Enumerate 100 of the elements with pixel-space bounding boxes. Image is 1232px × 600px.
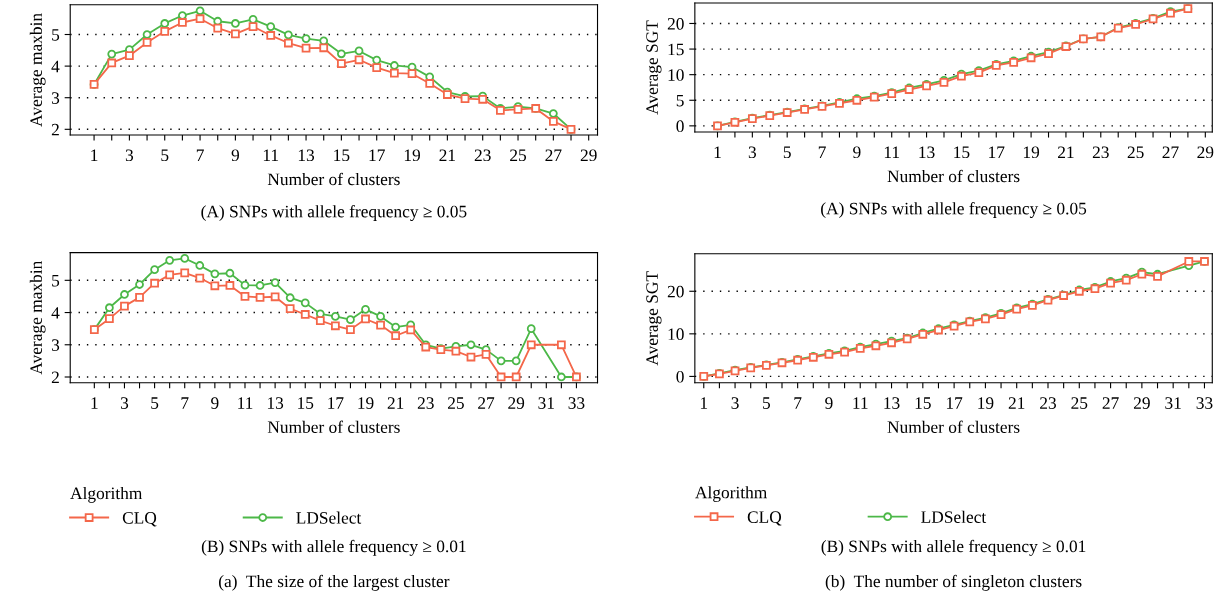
text: (B) SNPs with allele frequency ≥ 0.01 [821,539,1086,556]
x-tick-label: 27 [1162,146,1179,158]
y-axis-title: Average SGT [646,271,662,366]
x-tick-label: 23 [417,397,434,409]
x-tick-label: 31 [538,397,554,409]
x-tick-label: 23 [1040,397,1056,409]
x-tick-label: 11 [238,397,253,409]
text: (B) SNPs with allele frequency ≥ 0.01 [201,539,466,556]
x-tick-label: 13 [298,149,315,162]
x-tick-label: 1 [714,146,721,158]
x-tick-label: 21 [439,149,456,161]
x-tick-label: 11 [884,146,900,158]
x-tick-label: 9 [231,149,240,162]
x-tick-label: 17 [946,397,963,409]
text: (a) The size of the largest cluster [219,574,450,591]
y-tick-label: 2 [51,371,59,384]
y-tick-label: 3 [51,92,60,104]
x-tick-label: 17 [369,149,385,161]
y-tick-label: 15 [668,43,684,56]
x-tick-label: 21 [1008,397,1025,409]
x-tick-label: 25 [1071,397,1088,409]
x-tick-label: 3 [748,146,756,159]
y-tick-label: 4 [51,60,60,73]
x-tick-label: 27 [478,397,495,409]
x-tick-label: 15 [954,146,970,159]
text: (A) SNPs with allele frequency ≥ 0.05 [821,202,1087,218]
x-tick-label: 27 [545,149,562,161]
x-tick-label: 19 [978,397,994,409]
x-tick-label: 23 [1092,146,1109,159]
x-tick-label: 25 [447,397,464,409]
x-tick-label: 5 [151,397,159,409]
x-tick-label: 11 [853,397,868,409]
x-tick-label: 9 [211,397,219,409]
x-tick-label: 7 [181,397,189,409]
x-tick-label: 5 [783,146,791,159]
x-tick-label: 31 [1165,397,1181,409]
x-tick-label: 21 [1058,146,1074,158]
x-tick-label: 13 [884,397,900,409]
legend-label: CLQ [747,511,782,526]
x-tick-label: 1 [91,149,98,161]
x-tick-label: 29 [508,397,525,409]
legend-title: Algorithm [695,486,768,502]
x-tick-label: 25 [510,149,527,162]
y-tick-label: 5 [676,94,684,107]
x-tick-label: 9 [853,146,861,159]
text: (b) The number of singleton clusters [825,574,1082,591]
y-tick-label: 0 [676,120,684,133]
legend-label: LDSelect [296,511,362,524]
x-tick-label: 27 [1102,397,1119,409]
y-tick-label: 5 [52,274,60,287]
y-tick-label: 4 [51,307,60,319]
x-tick-label: 15 [298,397,314,409]
x-tick-label: 19 [1023,146,1040,159]
y-tick-label: 0 [676,370,684,383]
x-tick-label: 33 [1196,397,1213,409]
x-tick-label: 3 [125,149,134,162]
x-tick-label: 9 [825,397,833,409]
y-axis-title: Average maxbin [29,261,46,375]
y-tick-label: 10 [668,69,684,81]
x-tick-label: 21 [387,397,404,409]
x-tick-label: 7 [794,397,802,409]
x-tick-label: 7 [196,149,204,161]
x-tick-label: 15 [915,397,931,409]
x-tick-label: 3 [120,397,129,409]
x-axis-title: Number of clusters [267,420,400,433]
legend-label: CLQ [122,512,157,527]
y-axis-title: Average SGT [646,20,662,115]
x-tick-label: 11 [263,149,279,161]
legend-title: Algorithm [70,486,143,503]
x-axis-title: Number of clusters [887,420,1020,433]
text: (A) SNPs with allele frequency ≥ 0.05 [201,205,467,221]
legend-label: LDSelect [921,510,987,523]
y-tick-label: 3 [51,339,60,351]
x-tick-label: 5 [763,397,771,409]
x-tick-label: 1 [700,397,708,409]
x-tick-label: 29 [1133,397,1150,409]
y-tick-label: 20 [667,285,684,298]
x-tick-label: 17 [989,146,1005,158]
y-tick-label: 2 [51,123,59,136]
x-tick-label: 5 [161,149,169,162]
x-tick-label: 29 [1197,146,1214,159]
x-tick-label: 33 [568,397,585,409]
x-tick-label: 3 [731,397,739,409]
x-tick-label: 25 [1127,146,1144,159]
x-axis-title: Number of clusters [887,169,1020,183]
x-tick-label: 19 [358,397,374,409]
x-tick-label: 17 [328,397,344,409]
x-tick-label: 19 [404,149,421,162]
y-axis-title: Average maxbin [29,13,46,127]
x-tick-label: 15 [334,149,350,162]
x-tick-label: 13 [919,146,935,159]
x-tick-label: 29 [580,149,597,162]
y-tick-label: 20 [667,17,684,30]
x-tick-label: 1 [91,397,98,409]
x-tick-label: 7 [818,146,826,158]
x-tick-label: 13 [267,397,284,409]
x-axis-title: Number of clusters [267,172,400,186]
y-tick-label: 5 [52,29,60,41]
x-tick-label: 23 [474,149,491,162]
y-tick-label: 10 [668,328,684,341]
